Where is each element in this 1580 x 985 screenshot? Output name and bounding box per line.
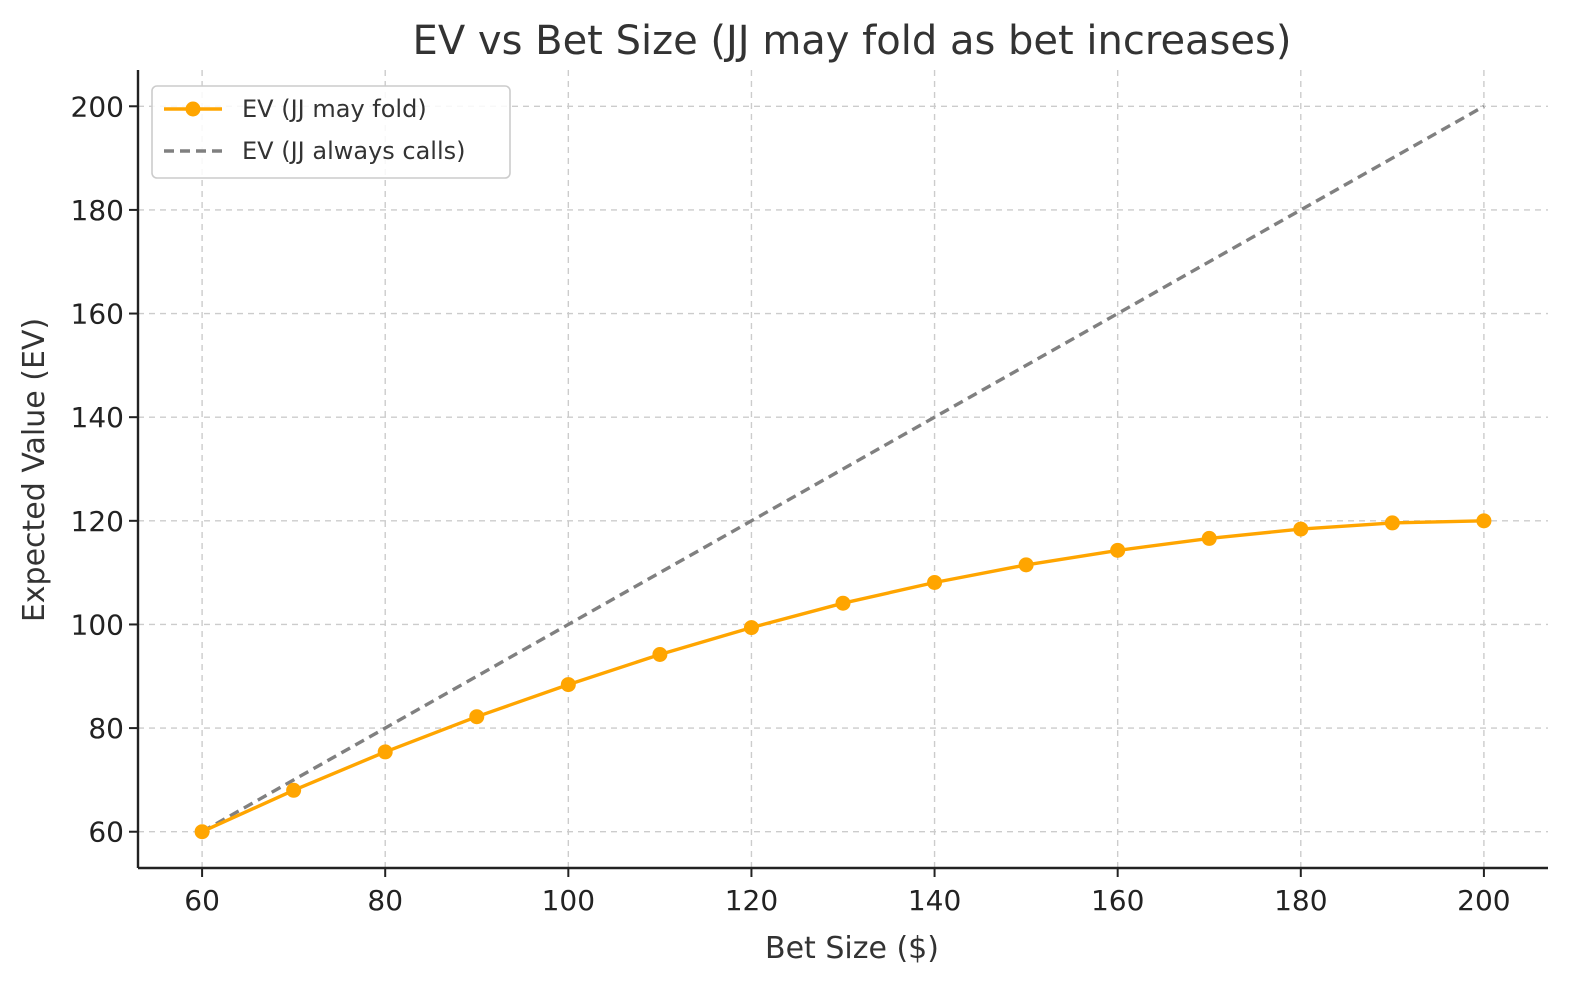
- data-point: [652, 647, 668, 663]
- data-point: [927, 574, 943, 590]
- y-tick-label: 180: [71, 194, 124, 227]
- y-axis-label: Expected Value (EV): [17, 318, 52, 622]
- data-point: [1110, 542, 1126, 558]
- series-line-may-fold: [201, 519, 1484, 834]
- x-tick-label: 80: [367, 884, 403, 917]
- data-point: [743, 620, 759, 636]
- axes: 60 80 100 120 140 160 180 200 60 80 100 120 140 160 18…: [71, 70, 1548, 917]
- x-tick-label: 160: [1091, 884, 1144, 917]
- data-point: [1201, 530, 1217, 546]
- data-point: [1018, 557, 1034, 573]
- data-point: [1384, 515, 1400, 531]
- x-axis-label: Bet Size ($): [765, 931, 939, 966]
- x-tick-label: 60: [184, 884, 220, 917]
- y-tick-label: 160: [71, 298, 124, 331]
- legend: EV (JJ may fold) EV (JJ always calls): [151, 85, 511, 179]
- y-tick-label: 60: [88, 816, 124, 849]
- data-point: [377, 744, 393, 760]
- data-point: [469, 709, 485, 725]
- legend-marker-may-fold: [185, 101, 201, 117]
- legend-label-may-fold: EV (JJ may fold): [242, 95, 427, 123]
- x-tick-label: 200: [1457, 884, 1510, 917]
- data-point: [1293, 521, 1309, 537]
- x-tick-label: 100: [542, 884, 595, 917]
- x-tick-label: 120: [725, 884, 778, 917]
- data-point: [1476, 513, 1492, 529]
- y-tick-label: 200: [71, 90, 124, 123]
- y-tick-label: 140: [71, 401, 124, 434]
- series-line-always-calls: [201, 104, 1485, 834]
- x-tick-label: 180: [1274, 884, 1327, 917]
- data-point: [286, 782, 302, 798]
- series-layer: [194, 104, 1492, 840]
- y-tick-label: 80: [88, 712, 124, 745]
- chart-title: EV vs Bet Size (JJ may fold as bet incre…: [413, 18, 1292, 64]
- legend-box: [151, 85, 511, 179]
- y-tick-label: 100: [71, 608, 124, 641]
- data-point: [835, 595, 851, 611]
- data-point: [194, 824, 210, 840]
- x-tick-label: 140: [908, 884, 961, 917]
- data-point: [560, 677, 576, 693]
- legend-label-always-calls: EV (JJ always calls): [242, 137, 466, 165]
- y-tick-label: 120: [71, 505, 124, 538]
